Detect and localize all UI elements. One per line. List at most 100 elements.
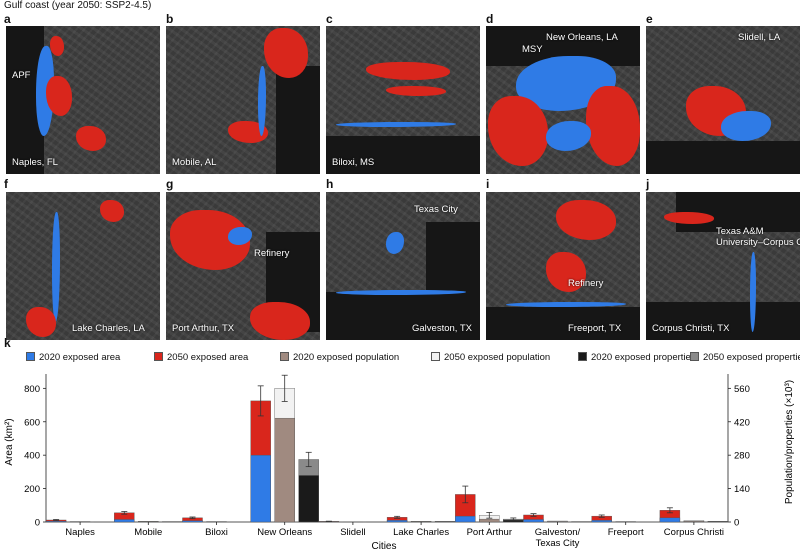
y-tick-label-right: 280 [734,451,750,462]
legend-item-pop-2020: 2020 exposed population [280,352,399,363]
bar-area-2020 [659,517,681,523]
legend-item-area-2050: 2050 exposed area [154,352,248,363]
city-label-c: Biloxi, MS [332,157,375,168]
annotation-d: MSY [522,44,543,55]
city-label-g: Port Arthur, TX [172,323,235,334]
panel-letter-g: g [166,177,174,191]
bar-area-2050 [659,510,681,523]
y-tick-label-left: 600 [24,417,40,428]
bar-area-2050 [45,519,67,523]
bar-area-2020 [386,520,408,523]
map-panel-c: Biloxi, MS [326,26,480,174]
city-label-i: Freeport, TX [568,323,622,334]
bar-population-2020 [683,521,705,523]
y-tick-label-left: 200 [24,484,40,495]
city-label-h: Galveston, TX [412,323,473,334]
legend-item-prop-2020: 2020 exposed properties [578,352,696,363]
bar-properties-2050 [503,518,524,523]
map-panel-b: Mobile, AL [166,26,320,174]
bar-properties-2050 [707,521,729,523]
x-tick-label: Naples [65,527,95,538]
bar-properties-2020 [503,519,524,523]
map-panel-f: Lake Charles, LA [6,192,160,340]
bar-area-2020 [591,520,612,523]
city-label-f: Lake Charles, LA [72,323,145,334]
panel-letter-i: i [486,177,490,191]
legend-swatch [431,352,440,361]
annotation-g: Refinery [254,248,290,259]
bar-area-2050 [523,514,544,523]
x-axis-label: Cities [371,541,396,552]
x-tick-label: Texas City [536,538,580,549]
map-panel-i: Refinery Freeport, TX [486,192,640,340]
bar-population-2050 [479,515,500,523]
map-panel-g: Refinery Port Arthur, TX [166,192,320,340]
bar-area-2020 [455,515,476,523]
bar-area-2050 [386,517,408,523]
bar-population-2050 [547,520,568,523]
x-tick-label: Freeport [608,527,644,538]
legend-swatch [154,352,163,361]
bar-properties-2050 [298,459,319,523]
x-tick-label: Biloxi [205,527,228,538]
bar-area-2020 [250,454,271,523]
panel-letter-a: a [4,12,11,26]
annotation-h: Texas City [414,204,458,215]
map-panels: a APF Naples, FL b Mobile, AL c Biloxi, … [4,12,800,340]
legend-swatch [280,352,289,361]
bar-area-2020 [114,519,135,523]
map-panel-e: Slidell, LA [646,26,800,174]
panel-letter-d: d [486,12,494,26]
map-panel-d: MSY New Orleans, LA [486,26,640,174]
x-tick-label: Port Arthur [467,527,512,538]
city-label-e: Slidell, LA [738,32,781,43]
y-tick-label-right: 0 [734,518,739,529]
panel-letter-k: k [4,336,11,350]
y-tick-label-left: 400 [24,451,40,462]
x-tick-label: Lake Charles [393,527,449,538]
y-axis-label-right: Population/properties (×10³) [784,380,795,504]
bar-population-2050 [138,521,159,523]
bar-properties-2050 [434,521,456,523]
legend-item-prop-2050: 2050 exposed properties [690,352,800,363]
map-panel-j: Texas A&M University–Corpus Christi Corp… [646,192,800,340]
city-label-d: New Orleans, LA [546,32,618,43]
bar-area-2050 [182,517,203,523]
bar-properties-2020 [298,475,319,523]
bar-population-2050 [274,388,295,523]
y-tick-label-left: 0 [35,518,40,529]
bar-area-2050 [455,494,476,523]
panel-letter-b: b [166,12,174,26]
map-panel-h: Texas City Galveston, TX [326,192,480,340]
x-tick-label: Corpus Christi [664,527,724,538]
legend-item-area-2020: 2020 exposed area [26,352,120,363]
y-tick-label-right: 560 [734,384,750,395]
panel-letter-h: h [326,177,334,191]
map-panel-a: APF Naples, FL [6,26,160,174]
panel-letter-j: j [646,177,650,191]
city-label-j: Corpus Christi, TX [652,323,730,334]
legend-swatch [26,352,35,361]
bar-area-2050 [318,521,340,523]
x-tick-label: Galveston/ [535,527,581,538]
bar-area-2050 [591,515,612,523]
x-tick-label: Mobile [134,527,162,538]
panel-letter-e: e [646,12,653,26]
y-tick-label-right: 420 [734,417,750,428]
city-label-a: Naples, FL [12,157,58,168]
panel-letter-c: c [326,12,333,26]
bar-area-2050 [250,400,271,523]
y-tick-label-left: 800 [24,384,40,395]
bar-area-2020 [523,519,544,523]
legend-swatch [578,352,587,361]
x-tick-label: Slidell [340,527,365,538]
y-tick-label-right: 140 [734,484,750,495]
annotation-j: Texas A&M University–Corpus Christi [716,226,800,248]
y-axis-label: Area (km²) [4,418,15,465]
x-tick-label: New Orleans [257,527,312,538]
city-label-b: Mobile, AL [172,157,217,168]
legend-swatch [690,352,699,361]
annotation-i: Refinery [568,278,604,289]
annotation-a: APF [12,70,31,81]
panel-letter-f: f [4,177,8,191]
